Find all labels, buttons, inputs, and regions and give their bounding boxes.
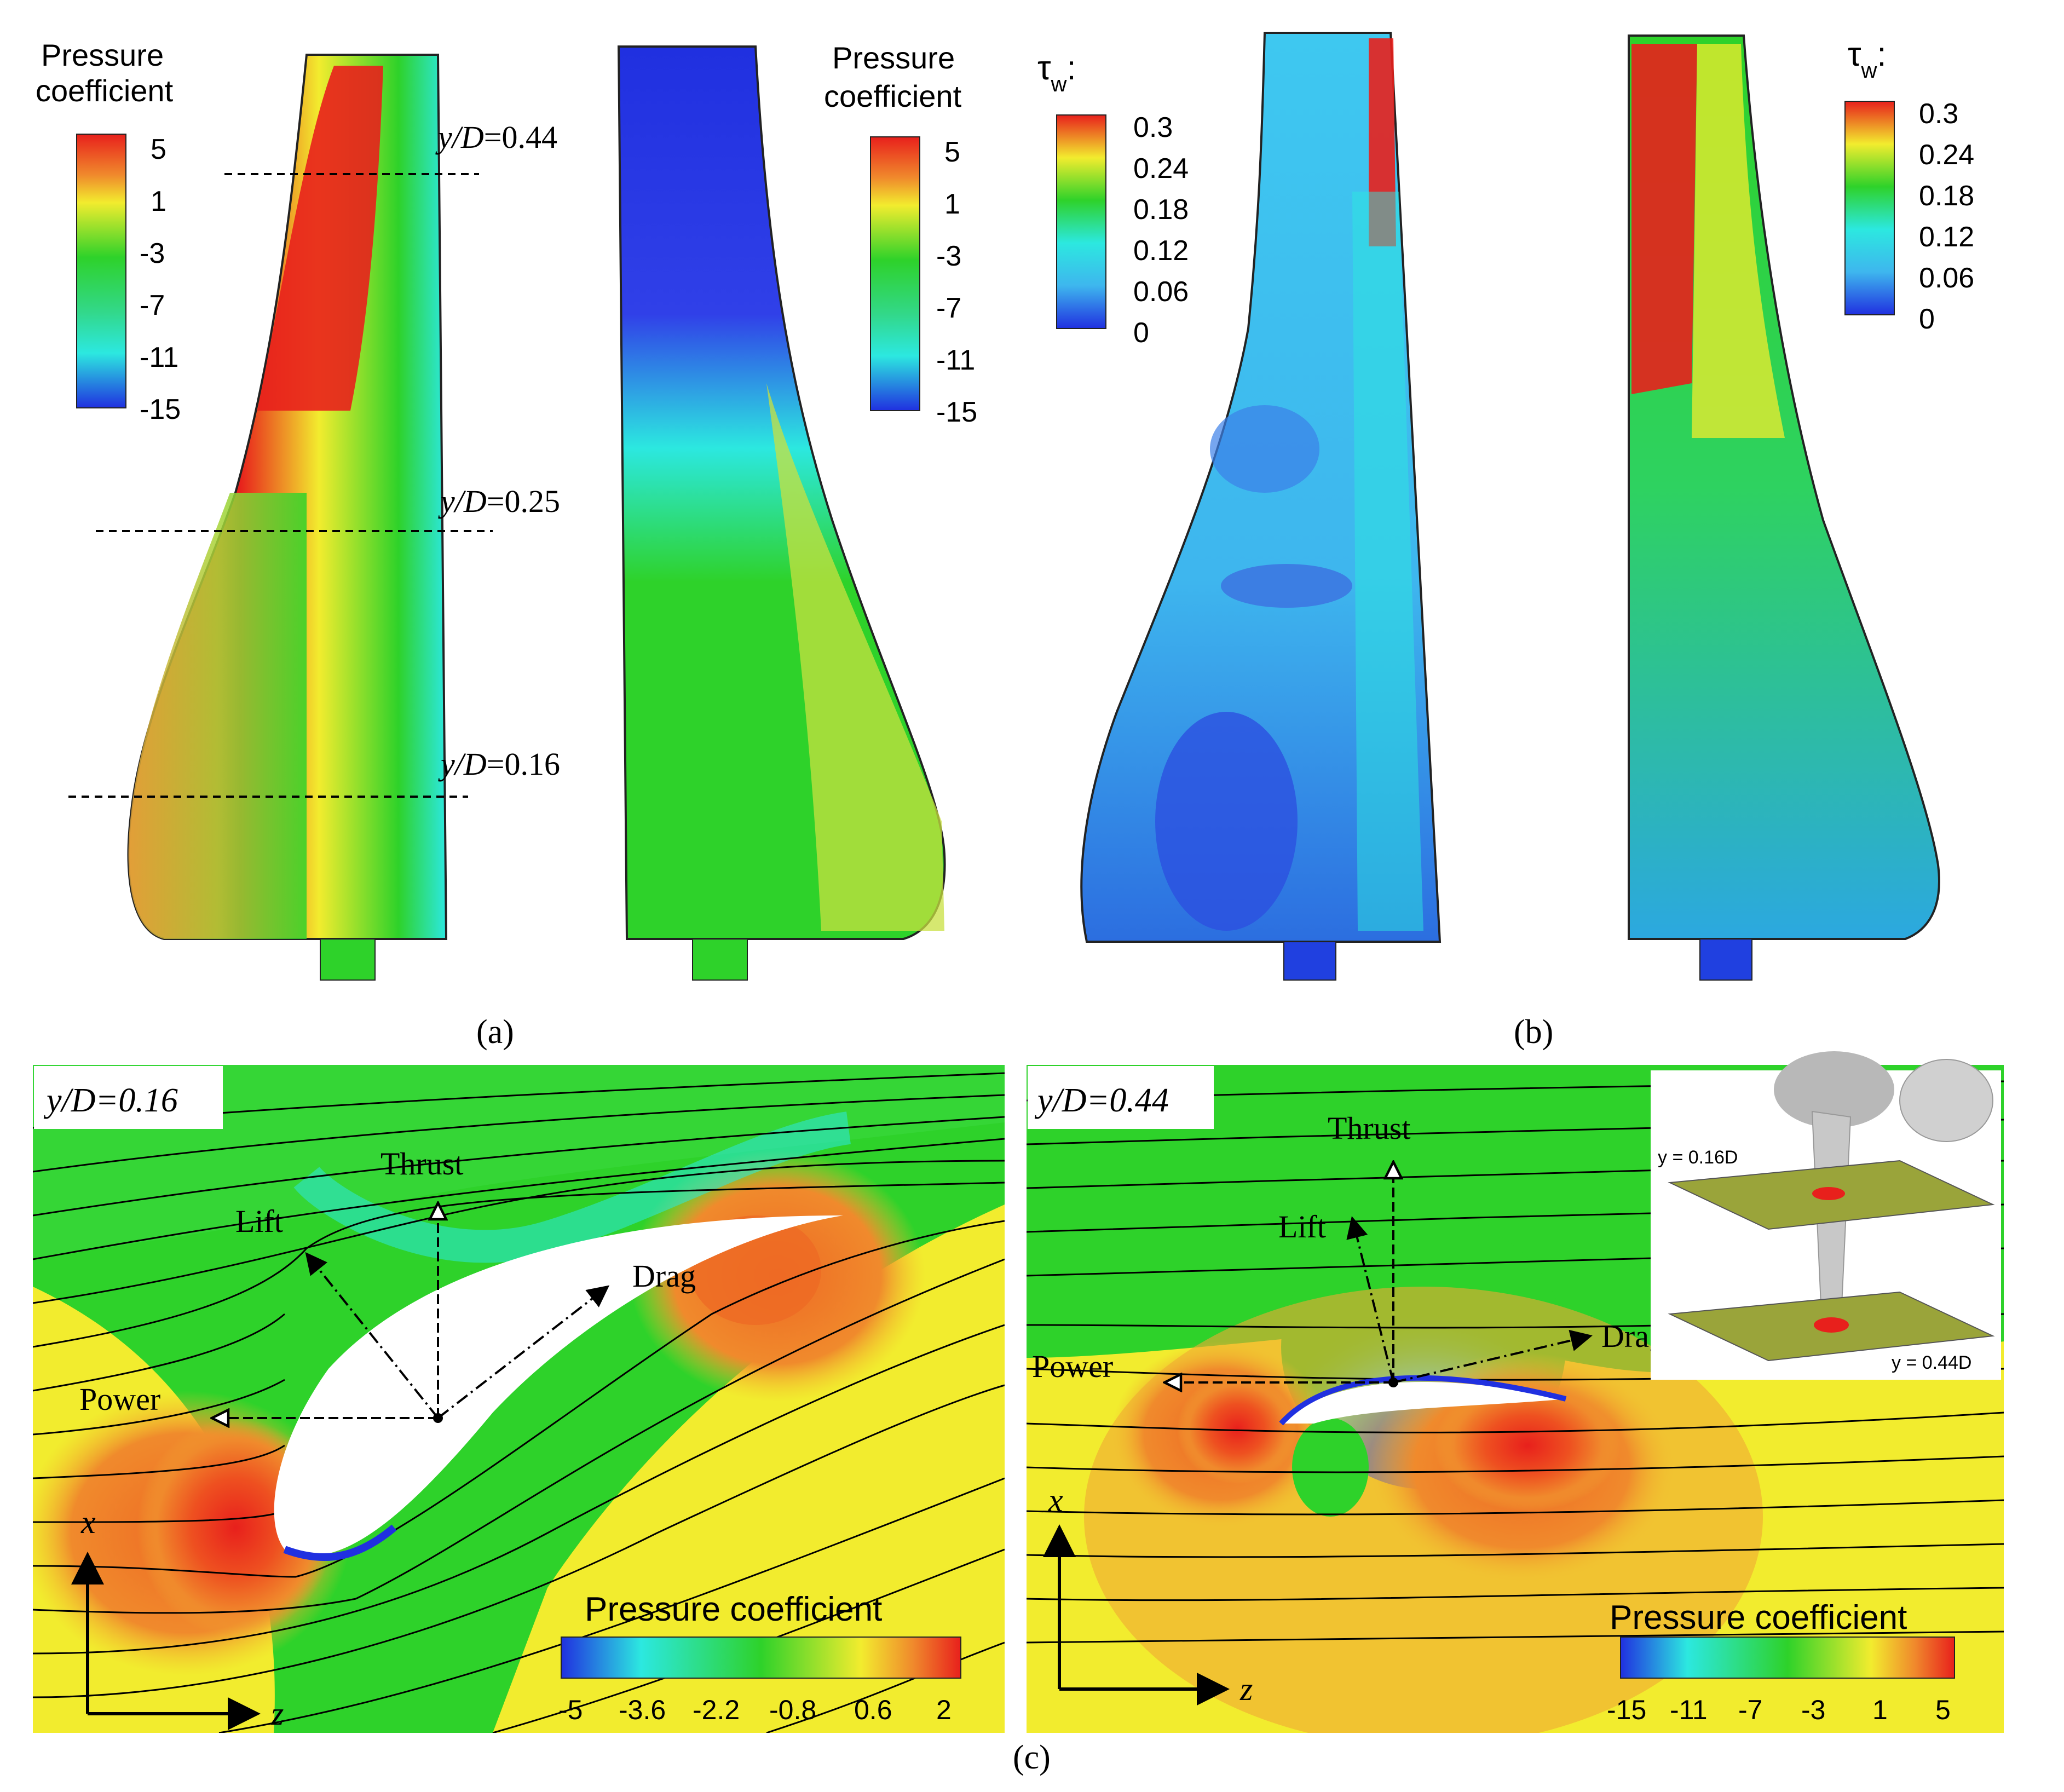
tick-a2-5: -15 (936, 396, 977, 428)
colorbar-a-right: Pressure coefficient 5 1 -3 -7 -11 -15 (824, 41, 977, 428)
blade-a-right (617, 45, 946, 981)
colorbar-title-line2: coefficient (36, 73, 174, 108)
label-thrust-right: Thrust (1328, 1110, 1410, 1146)
tick-a1-0: 5 (151, 134, 166, 165)
tick-cl-0: -5 (558, 1695, 583, 1725)
tick-b1-4: 0.06 (1133, 276, 1189, 308)
tick-b2-4: 0.06 (1919, 262, 1974, 294)
tick-a2-1: 1 (944, 188, 960, 220)
tick-a2-2: -3 (936, 240, 961, 272)
force-vectors-c-right (1166, 1163, 1593, 1386)
tick-b1-0: 0.3 (1133, 112, 1173, 143)
tick-b2-3: 0.12 (1919, 221, 1974, 253)
colorbar-a-left: Pressure coefficient 5 1 -3 -7 -11 -15 (36, 38, 181, 425)
tick-b1-2: 0.18 (1133, 194, 1189, 226)
section-label-c-right: y/D=0.44 (1034, 1082, 1169, 1119)
label-drag-left: Drag (632, 1258, 696, 1294)
tick-a1-1: 1 (151, 186, 166, 217)
axis-x-left: x (80, 1504, 96, 1540)
tick-cr-4: 1 (1872, 1695, 1888, 1725)
tau-title-right: τw: (1848, 36, 1887, 83)
colorbar-title-c-left: Pressure coefficient (585, 1591, 882, 1628)
blade-b-right (1628, 34, 1940, 981)
panel-c-left: y/D=0.16 Thrust Lift Drag Power x z Pres… (33, 1065, 1005, 1733)
colorbar-title-line2-right: coefficient (824, 79, 962, 113)
tick-a1-4: -11 (140, 342, 178, 373)
label-power-left: Power (79, 1381, 160, 1417)
tick-a2-3: -7 (936, 292, 961, 324)
tick-cl-2: -2.2 (693, 1695, 740, 1725)
colorbar-title-line1-right: Pressure (832, 41, 955, 75)
tick-b2-2: 0.18 (1919, 180, 1974, 212)
tick-cr-1: -11 (1670, 1695, 1708, 1725)
tick-a1-2: -3 (140, 238, 165, 269)
label-power-right: Power (1032, 1349, 1113, 1384)
caption-c: (c) (1013, 1739, 1051, 1776)
tick-b2-0: 0.3 (1919, 98, 1958, 130)
axis-z-left: z (270, 1696, 284, 1732)
tick-cl-3: -0.8 (769, 1695, 816, 1725)
tick-cr-0: -15 (1607, 1695, 1646, 1725)
tick-a1-5: -15 (140, 394, 181, 425)
blade-a-left (127, 54, 448, 981)
tick-cl-5: 2 (936, 1695, 952, 1725)
axis-z-right: z (1239, 1671, 1253, 1707)
label-lift-left: Lift (235, 1203, 283, 1239)
tick-cl-1: -3.6 (619, 1695, 666, 1725)
panel-c-right: y/D=0.44 Thrust Lift Drag Power x z Pres… (1027, 1051, 2004, 1733)
inset-label-bottom: y = 0.44D (1892, 1352, 1971, 1373)
tick-cr-3: -3 (1801, 1695, 1825, 1725)
tick-b1-5: 0 (1133, 317, 1149, 349)
tick-cr-2: -7 (1738, 1695, 1762, 1725)
tick-a2-0: 5 (944, 136, 960, 168)
tick-b1-3: 0.12 (1133, 235, 1189, 267)
section-lines-a: y/D=0.44 y/D=0.25 y/D=0.16 (68, 119, 560, 798)
colorbar-b-left: τw: 0.3 0.24 0.18 0.12 0.06 0 (1037, 49, 1189, 349)
axis-x-right: x (1048, 1482, 1063, 1518)
section-label-025: y/D=0.25 (438, 483, 560, 519)
colorbar-b-right: τw: 0.3 0.24 0.18 0.12 0.06 0 (1844, 36, 1974, 335)
colorbar-c-right: Pressure coefficient -15 -11 -7 -3 1 5 (1607, 1599, 1955, 1725)
colorbar-c-left: Pressure coefficient -5 -3.6 -2.2 -0.8 0… (558, 1591, 961, 1725)
axes-c-right (1043, 1524, 1230, 1705)
inset-3d-view: y = 0.16D y = 0.44D (1651, 1051, 2001, 1380)
tick-b1-1: 0.24 (1133, 153, 1189, 185)
colorbar-title-line1: Pressure (41, 38, 164, 72)
label-thrust-left: Thrust (380, 1146, 463, 1182)
force-vectors-c-left (214, 1205, 610, 1422)
tick-a2-4: -11 (936, 344, 975, 376)
tick-b2-5: 0 (1919, 303, 1935, 335)
caption-b: (b) (1514, 1013, 1553, 1051)
tau-title-left: τw: (1037, 49, 1076, 96)
section-label-c-left: y/D=0.16 (43, 1082, 178, 1119)
tick-cl-4: 0.6 (854, 1695, 892, 1725)
axes-c-left (71, 1552, 261, 1730)
caption-a: (a) (476, 1013, 514, 1051)
panel-b: τw: 0.3 0.24 0.18 0.12 0.06 0 τw: 0.3 0.… (1037, 32, 1974, 1051)
section-label-044: y/D=0.44 (435, 119, 557, 155)
tick-cr-5: 5 (1935, 1695, 1951, 1725)
section-label-016: y/D=0.16 (438, 746, 560, 782)
blade-b-left (1080, 32, 1442, 981)
panel-a: y/D=0.44 y/D=0.25 y/D=0.16 Pressure coef… (36, 38, 977, 1051)
inset-label-top: y = 0.16D (1658, 1147, 1738, 1168)
tick-b2-1: 0.24 (1919, 139, 1974, 171)
colorbar-title-c-right: Pressure coefficient (1610, 1599, 1907, 1637)
label-lift-right: Lift (1278, 1209, 1326, 1244)
tick-a1-3: -7 (140, 290, 165, 321)
